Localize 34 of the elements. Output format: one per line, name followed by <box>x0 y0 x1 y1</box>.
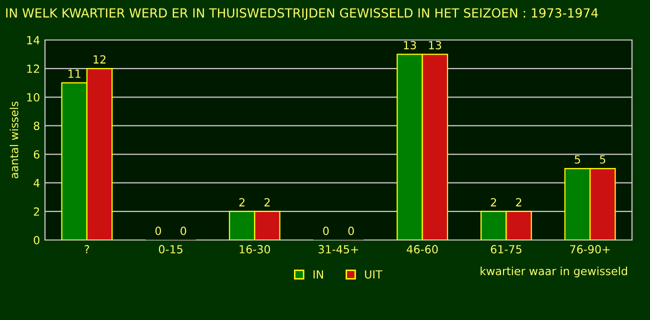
data-label: 2 <box>490 198 496 206</box>
data-label: 0 <box>180 226 186 236</box>
y-tick-label: 10 <box>27 93 40 102</box>
x-tick-label: 16-30 <box>240 245 270 254</box>
y-tick-label: 2 <box>34 207 40 216</box>
x-tick-label: 76-90+ <box>570 245 610 254</box>
y-axis-title: aantal wissels <box>10 102 18 178</box>
x-tick-label: 0-15 <box>158 245 182 254</box>
data-label: 0 <box>155 226 162 236</box>
y-tick-label: 0 <box>34 236 40 244</box>
data-label: 2 <box>264 198 270 206</box>
data-label: 11 <box>68 70 80 78</box>
x-tick-label: ? <box>84 245 90 254</box>
y-tick-label: 8 <box>34 122 40 130</box>
data-label: 0 <box>323 226 329 236</box>
data-label: 5 <box>574 155 580 164</box>
y-tick-label: 14 <box>27 36 40 44</box>
x-tick-label: 31-45+ <box>318 245 358 254</box>
data-label: 13 <box>404 40 416 50</box>
y-tick-label: 6 <box>34 150 40 159</box>
x-tick-label: 61-75 <box>490 245 522 254</box>
y-tick-label: 12 <box>27 64 40 73</box>
legend-label: UIT <box>365 270 382 279</box>
legend-label: IN <box>314 270 323 278</box>
data-label: 13 <box>429 40 442 50</box>
x-tick-label: 46-60 <box>406 245 438 254</box>
data-label: 0 <box>348 226 354 236</box>
data-label: 12 <box>94 55 106 64</box>
data-label: 2 <box>239 198 244 206</box>
data-label: 2 <box>516 198 522 206</box>
data-label: 5 <box>600 155 606 164</box>
x-axis-title: kwartier waar in gewisseld <box>480 266 627 278</box>
y-tick-label: 4 <box>34 178 40 188</box>
chart-title: IN WELK KWARTIER WERD ER IN THUISWEDSTRIJDEN GEWISSELD IN HET SEIZOEN : 1973-1974 <box>6 8 598 20</box>
